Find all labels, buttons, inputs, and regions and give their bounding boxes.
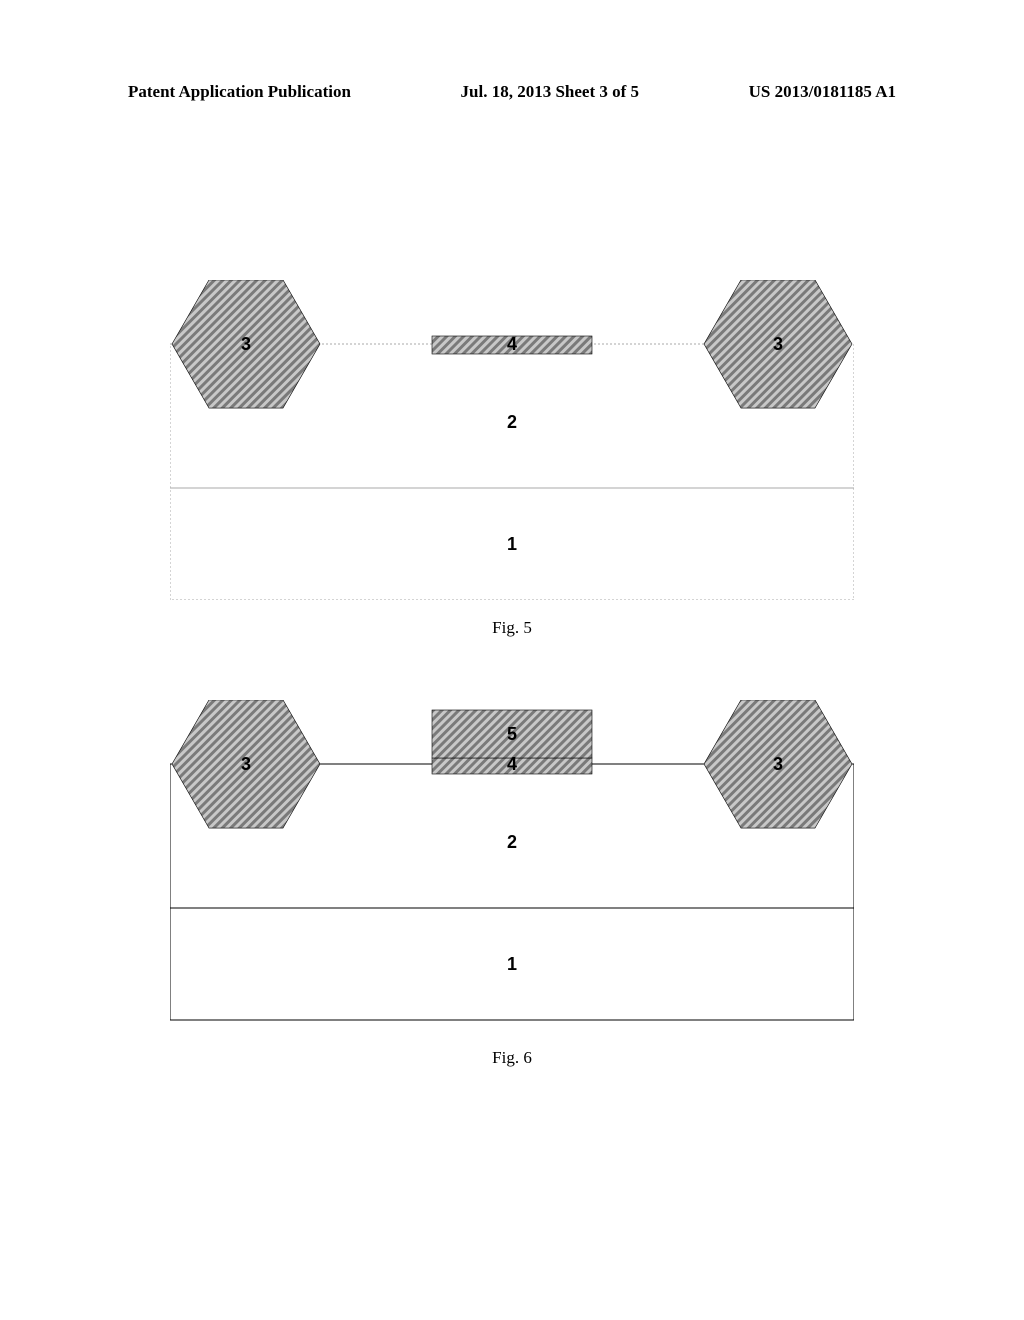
label-1: 1 (507, 534, 517, 554)
label-1: 1 (507, 954, 517, 974)
figure-5: 1 2 4 3 3 Fig. 5 (170, 280, 854, 638)
label-5: 5 (507, 724, 517, 744)
label-3-left: 3 (241, 334, 251, 354)
page-header: Patent Application Publication Jul. 18, … (128, 82, 896, 102)
label-3-left: 3 (241, 754, 251, 774)
figure-6-caption: Fig. 6 (170, 1048, 854, 1068)
label-3-right: 3 (773, 334, 783, 354)
figure-5-caption: Fig. 5 (170, 618, 854, 638)
header-left: Patent Application Publication (128, 82, 351, 102)
label-3-right: 3 (773, 754, 783, 774)
label-4: 4 (507, 334, 517, 354)
figure-5-svg: 1 2 4 3 3 (170, 280, 854, 600)
figure-6-svg: 1 2 4 3 3 5 (170, 700, 854, 1030)
page: Patent Application Publication Jul. 18, … (0, 0, 1024, 1320)
figure-6: 1 2 4 3 3 5 Fig. 6 (170, 700, 854, 1068)
label-2: 2 (507, 412, 517, 432)
label-2: 2 (507, 832, 517, 852)
header-right: US 2013/0181185 A1 (749, 82, 896, 102)
header-center: Jul. 18, 2013 Sheet 3 of 5 (351, 82, 749, 102)
label-4: 4 (507, 754, 517, 774)
